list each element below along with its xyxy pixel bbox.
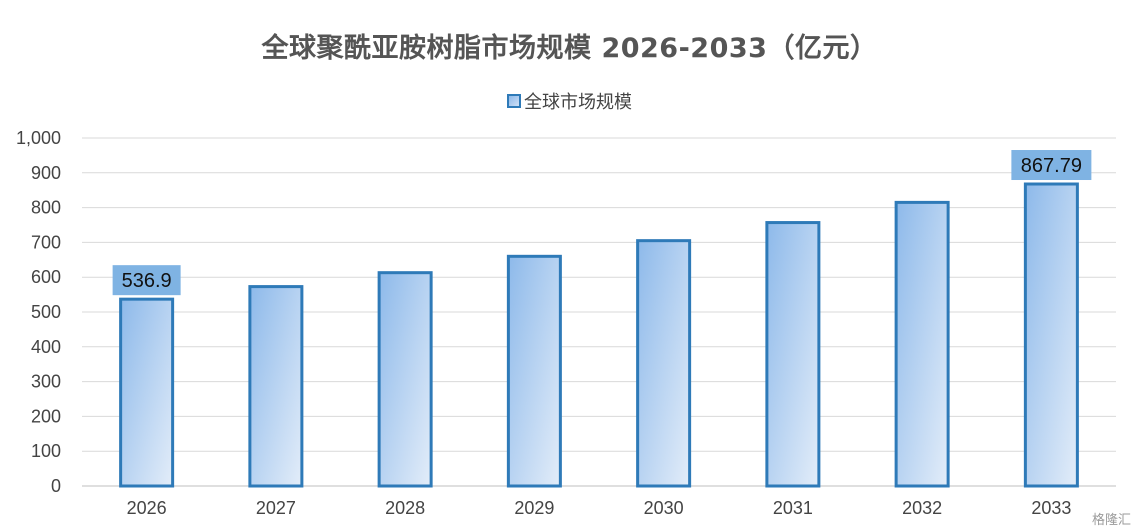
y-tick-label: 500	[31, 302, 61, 322]
data-labels: 536.9 867.79	[112, 150, 1092, 296]
bar-2030	[636, 239, 692, 488]
y-tick-label: 0	[51, 476, 61, 496]
x-tick-label: 2033	[1031, 498, 1071, 518]
y-tick-label: 200	[31, 406, 61, 426]
data-label-box	[112, 265, 181, 296]
bar-2027	[248, 285, 304, 488]
bar-2032	[894, 200, 950, 488]
x-tick-label: 2030	[644, 498, 684, 518]
y-tick-label: 1,000	[16, 128, 61, 148]
bar-2028	[377, 271, 433, 488]
bars	[119, 182, 1079, 488]
bar-2026	[119, 297, 175, 488]
bar-2031	[765, 221, 821, 488]
legend-swatch	[507, 94, 521, 108]
data-label-box	[1011, 150, 1092, 181]
legend-label: 全球市场规模	[524, 92, 632, 113]
data-label: 867.79	[1021, 155, 1082, 177]
x-axis-ticks: 2026 2027 2028 2029 2030 2031 2032 2033	[127, 498, 1072, 518]
watermark: 格隆汇	[1091, 513, 1131, 528]
x-tick-label: 2026	[127, 498, 167, 518]
x-tick-label: 2032	[902, 498, 942, 518]
gridlines	[82, 137, 1116, 487]
y-axis-ticks: 0 100 200 300 400 500 600 700 800 900 1,000	[16, 128, 61, 496]
y-tick-label: 700	[31, 232, 61, 252]
bar-2033	[1023, 182, 1079, 488]
chart-title: 全球聚酰亚胺树脂市场规模 2026-2033（亿元）	[261, 33, 878, 64]
x-tick-label: 2028	[385, 498, 425, 518]
y-tick-label: 300	[31, 372, 61, 392]
y-tick-label: 400	[31, 337, 61, 357]
y-tick-label: 600	[31, 267, 61, 287]
y-tick-label: 900	[31, 163, 61, 183]
bar-2029	[506, 254, 562, 488]
legend: 全球市场规模	[0, 88, 1139, 114]
y-tick-label: 100	[31, 441, 61, 461]
x-tick-label: 2031	[773, 498, 813, 518]
x-tick-label: 2027	[256, 498, 296, 518]
y-tick-label: 800	[31, 198, 61, 218]
x-tick-label: 2029	[514, 498, 554, 518]
data-label: 536.9	[122, 270, 172, 292]
